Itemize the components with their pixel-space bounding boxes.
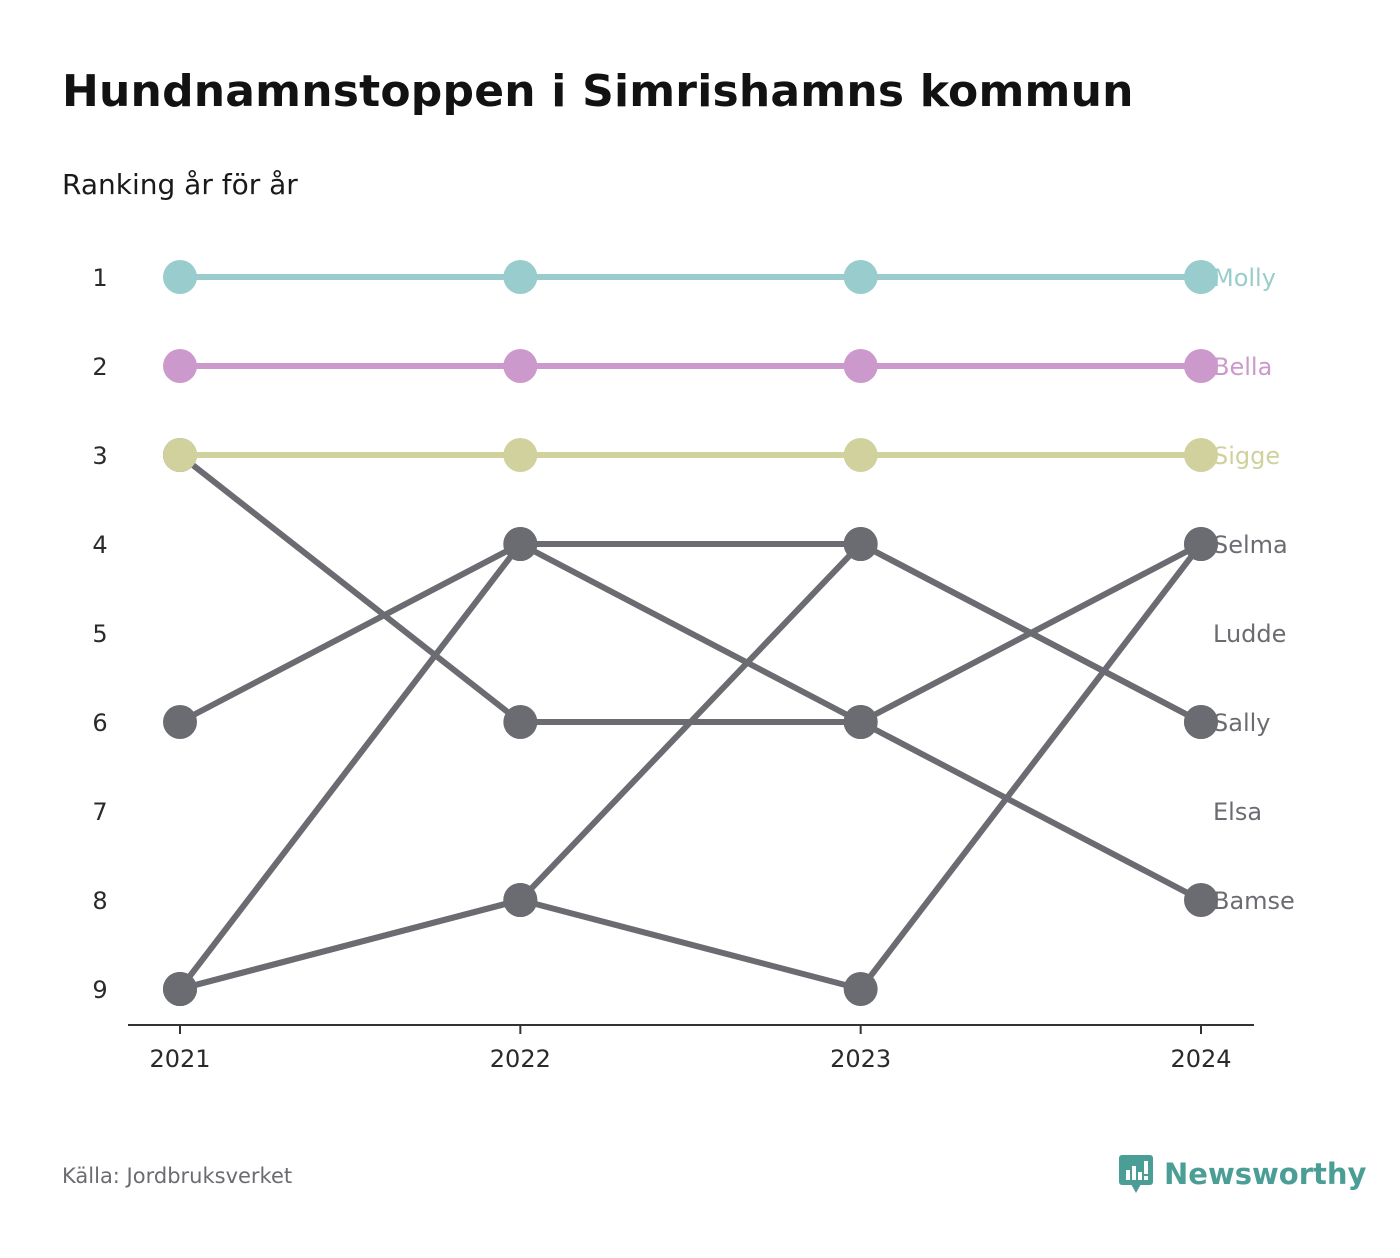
bump-chart: 1 2 3 4 5 6 7 8 9 2021 2022 2023 2024 Molly Bella Sig… bbox=[92, 260, 1295, 1073]
data-point bbox=[1184, 260, 1218, 294]
source-note: Källa: Jordbruksverket bbox=[62, 1164, 293, 1188]
end-label: Molly bbox=[1213, 264, 1276, 292]
y-tick-label: 5 bbox=[92, 620, 107, 648]
y-tick-label: 6 bbox=[92, 709, 107, 737]
data-point bbox=[163, 972, 197, 1006]
data-point bbox=[503, 349, 538, 383]
end-label: Selma bbox=[1213, 531, 1288, 559]
y-tick-label: 2 bbox=[92, 353, 107, 381]
x-tick-label: 2023 bbox=[830, 1045, 891, 1073]
x-tick-label: 2024 bbox=[1170, 1045, 1231, 1073]
series-molly bbox=[163, 260, 1218, 294]
series-layer bbox=[163, 260, 1218, 1006]
series-line bbox=[177, 541, 1204, 992]
data-point bbox=[1184, 883, 1218, 917]
data-point bbox=[503, 260, 538, 294]
data-point bbox=[163, 438, 197, 472]
data-point bbox=[843, 260, 878, 294]
end-label: Elsa bbox=[1213, 798, 1262, 826]
data-point bbox=[503, 527, 538, 561]
end-label: Bamse bbox=[1213, 887, 1295, 915]
series-selma bbox=[163, 527, 1218, 1006]
x-tick-label: 2021 bbox=[149, 1045, 210, 1073]
series-ludde bbox=[163, 527, 1218, 739]
newsworthy-logo-icon bbox=[1119, 1155, 1153, 1193]
data-point bbox=[1184, 438, 1218, 472]
series-bella bbox=[163, 349, 1218, 383]
data-point bbox=[163, 705, 197, 739]
y-tick-label: 7 bbox=[92, 798, 107, 826]
chart-subtitle: Ranking år för år bbox=[62, 168, 298, 201]
y-tick-label: 4 bbox=[92, 531, 107, 559]
series-elsa bbox=[163, 527, 1218, 1006]
end-label: Sigge bbox=[1213, 442, 1280, 470]
data-point bbox=[843, 527, 878, 561]
series-bamse bbox=[163, 438, 1218, 917]
series-line bbox=[177, 541, 1204, 992]
x-tick-label: 2022 bbox=[490, 1045, 551, 1073]
data-point bbox=[843, 438, 878, 472]
data-point bbox=[843, 349, 878, 383]
x-axis: 2021 2022 2023 2024 bbox=[128, 1024, 1254, 1073]
end-label: Ludde bbox=[1213, 620, 1286, 648]
data-point bbox=[1184, 349, 1218, 383]
data-point bbox=[843, 705, 878, 739]
series-line bbox=[177, 452, 1204, 903]
end-label: Sally bbox=[1213, 709, 1270, 737]
data-point bbox=[1184, 527, 1218, 561]
data-point bbox=[1184, 705, 1218, 739]
series-sigge bbox=[163, 438, 1218, 472]
brand-logo[interactable]: Newsworthy bbox=[1118, 1154, 1366, 1194]
end-label: Bella bbox=[1213, 353, 1272, 381]
brand-name: Newsworthy bbox=[1164, 1157, 1367, 1191]
series-sally bbox=[163, 527, 1218, 1006]
data-point bbox=[163, 260, 197, 294]
data-point bbox=[503, 438, 538, 472]
series-line bbox=[177, 541, 1204, 992]
data-point bbox=[503, 705, 538, 739]
data-point bbox=[503, 883, 538, 917]
y-tick-label: 3 bbox=[92, 442, 107, 470]
y-axis: 1 2 3 4 5 6 7 8 9 bbox=[92, 264, 107, 1004]
data-point bbox=[163, 349, 197, 383]
chart-title: Hundnamnstoppen i Simrishamns kommun bbox=[62, 66, 1134, 117]
data-point bbox=[843, 972, 878, 1006]
y-tick-label: 9 bbox=[92, 976, 107, 1004]
y-tick-label: 1 bbox=[92, 264, 107, 292]
end-label-layer: Molly Bella Sigge Selma Ludde Sally Elsa Bamse bbox=[1213, 264, 1295, 915]
y-tick-label: 8 bbox=[92, 887, 107, 915]
series-line bbox=[177, 541, 1204, 725]
